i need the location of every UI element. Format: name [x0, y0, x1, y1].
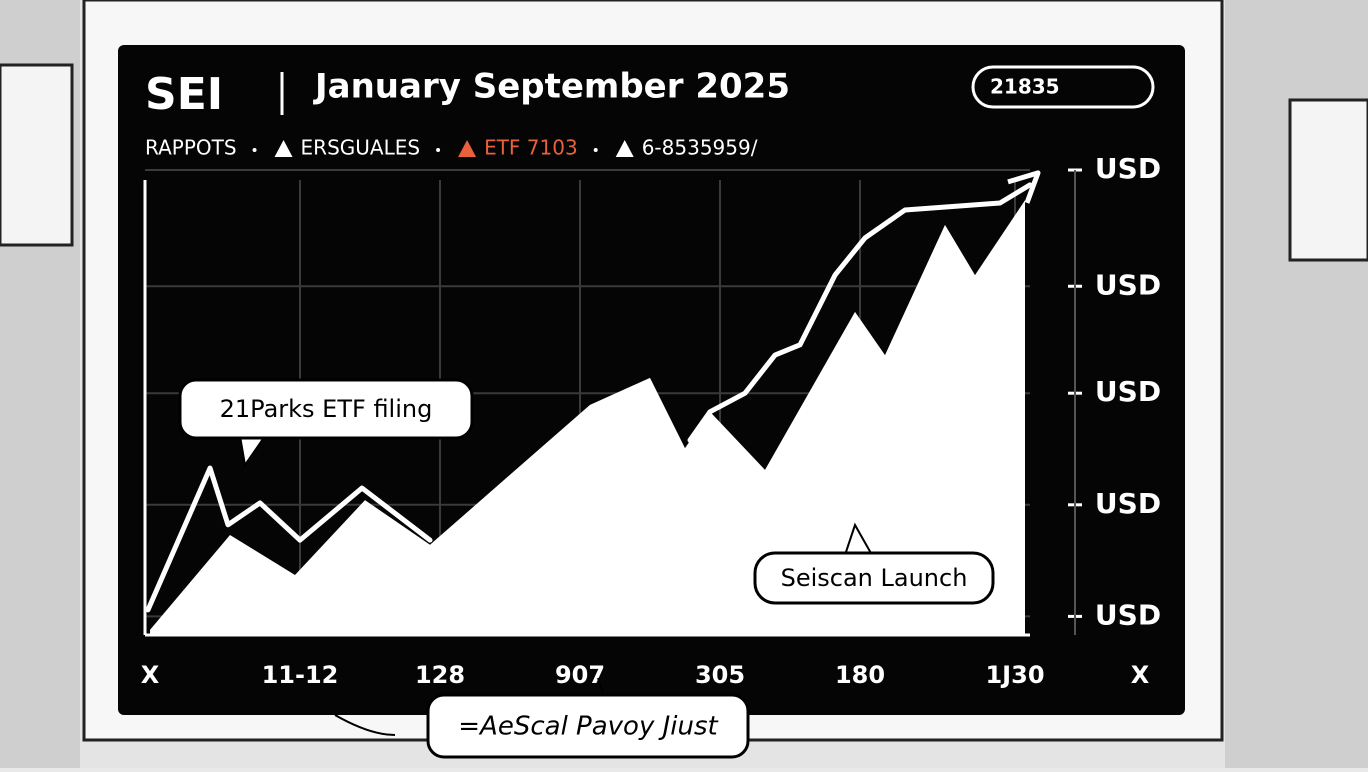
legend-dot: [252, 148, 257, 152]
y-tick-label: USD: [1095, 487, 1161, 520]
x-tick-label: X: [1131, 661, 1150, 689]
annotation: Seiscan Launch: [781, 564, 968, 592]
legend: RAPPOTS ERSGUALES ETF 7103 6-8535959/: [145, 136, 758, 160]
legend-marker: [274, 140, 293, 157]
legend-dot: [593, 148, 598, 152]
legend-dot: [436, 148, 441, 152]
x-tick-label: 128: [415, 661, 465, 689]
y-tick-label: USD: [1095, 375, 1161, 408]
x-tick-label: 180: [835, 661, 885, 689]
line: [145, 182, 1033, 613]
annotation: 21Parks ETF filing: [220, 395, 433, 423]
callout: =AeScal Pavoy Jiust: [334, 677, 750, 759]
y-tick-label: USD: [1095, 598, 1161, 631]
badge-text: 21835: [990, 75, 1060, 99]
legend-label: 6-8535959/: [642, 136, 758, 160]
x-tick-label: 907: [555, 661, 605, 689]
x-tick-label: 1J30: [985, 661, 1044, 689]
arrow-head: [1007, 170, 1041, 204]
plot: USD USD USD USD USD X 11-12 128 907 305 180 1J30 X: [141, 152, 1161, 689]
y-tick-label: USD: [1095, 268, 1161, 301]
y-tick-label: USD: [1095, 152, 1161, 185]
annotation: =AeScal Pavoy Jiust: [458, 712, 718, 742]
x-tick-label: X: [141, 661, 160, 689]
callout: 21Parks ETF filing: [178, 378, 474, 468]
legend-label: RAPPOTS: [145, 136, 237, 160]
badge: [971, 65, 1155, 109]
callout: Seiscan Launch: [753, 522, 995, 605]
legend-marker: [615, 140, 634, 157]
area: [150, 200, 1025, 635]
chart-subtitle: January September 2025: [313, 67, 790, 107]
x-tick-label: 11-12: [262, 661, 339, 689]
legend-marker: [458, 140, 477, 157]
x-tick-label: 305: [695, 661, 745, 689]
chart-title: SEI: [145, 69, 223, 120]
legend-label: ETF 7103: [484, 136, 578, 160]
legend-label: ERSGUALES: [301, 136, 421, 160]
